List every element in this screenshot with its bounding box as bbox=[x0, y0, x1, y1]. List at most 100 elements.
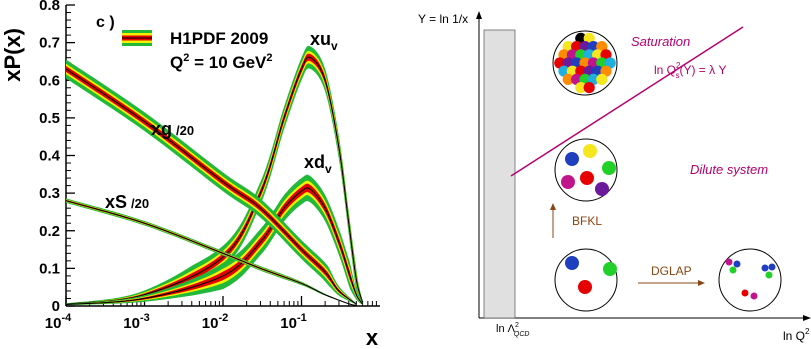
small-parton-1 bbox=[725, 258, 733, 266]
y-tick-label: 0.5 bbox=[39, 110, 60, 127]
x-tick-base: 10 bbox=[280, 315, 297, 332]
qs-label-sub: s bbox=[675, 71, 679, 80]
x-tick-base: 10 bbox=[202, 315, 219, 332]
parton-red bbox=[580, 171, 594, 185]
legend-q2-rest: = 10 GeV bbox=[189, 53, 267, 72]
dglap-label: DGLAP bbox=[651, 264, 692, 278]
x-tick-label: 10-2 bbox=[202, 312, 228, 332]
saturated-parton bbox=[583, 82, 595, 94]
dglap-disk-outline bbox=[718, 248, 782, 312]
diagram-y-label: Y = ln 1/x bbox=[418, 12, 468, 26]
saturation-label: Saturation bbox=[631, 34, 690, 49]
label-xuv-main: xu bbox=[310, 29, 331, 49]
lambda-qcd-main: ln Λ bbox=[496, 323, 516, 335]
label-xuv: xuv bbox=[310, 29, 338, 53]
y-tick-label: 0.4 bbox=[39, 148, 61, 165]
x-tick-exp: -3 bbox=[140, 312, 150, 324]
parton-green bbox=[602, 161, 616, 175]
x-tick-label: 10-3 bbox=[123, 312, 149, 332]
initial-disk bbox=[554, 248, 618, 312]
small-parton-7 bbox=[741, 289, 749, 297]
small-parton-2 bbox=[733, 260, 741, 268]
legend-title: H1PDF 2009 bbox=[170, 29, 268, 48]
y-tick-label: 0.3 bbox=[39, 185, 60, 202]
series-2-inner-band bbox=[66, 65, 357, 305]
label-xg-scale: /20 bbox=[176, 123, 194, 138]
parton-magenta bbox=[561, 175, 575, 189]
lambda-qcd-band bbox=[483, 29, 516, 319]
small-parton-3 bbox=[729, 266, 737, 274]
label-xg-main: xg bbox=[151, 119, 172, 139]
label-xuv-sub: v bbox=[331, 39, 338, 53]
saturated-parton bbox=[596, 73, 608, 85]
parton-yellow bbox=[583, 144, 597, 158]
label-xs: xS/20 bbox=[105, 192, 149, 212]
parton-green-2 bbox=[603, 262, 617, 276]
legend-q2-sup2: 2 bbox=[266, 52, 272, 64]
y-tick-label: 0.7 bbox=[39, 35, 60, 52]
diagram-x-arrowhead bbox=[803, 315, 811, 321]
x-tick-exp: -1 bbox=[297, 312, 307, 324]
series-2-central-line bbox=[65, 68, 357, 305]
dilute-label: Dilute system bbox=[690, 162, 768, 177]
legend-q2-sup: 2 bbox=[183, 52, 189, 64]
label-xg: xg/20 bbox=[151, 119, 194, 139]
y-tick-label: 0.1 bbox=[39, 260, 60, 277]
y-tick-label: 0.6 bbox=[39, 72, 60, 89]
legend-q2: Q2 = 10 GeV2 bbox=[170, 52, 273, 72]
diagram-y-arrowhead bbox=[476, 11, 482, 19]
series-0-central-line bbox=[65, 56, 364, 305]
x-tick-base: 10 bbox=[123, 315, 140, 332]
small-parton-4 bbox=[761, 264, 769, 272]
lambda-qcd-sup: 2 bbox=[515, 322, 519, 329]
label-xs-scale: /20 bbox=[131, 196, 149, 211]
qs-label-pre: ln Q bbox=[654, 63, 676, 77]
saturated-parton bbox=[575, 82, 587, 94]
parton-red-2 bbox=[578, 280, 592, 294]
legend: H1PDF 2009 Q2 = 10 GeV2 bbox=[122, 29, 273, 72]
y-tick-label: 0.8 bbox=[39, 0, 60, 14]
x-tick-exp: -4 bbox=[61, 312, 72, 324]
small-parton-5 bbox=[768, 263, 776, 271]
saturation-line bbox=[510, 26, 744, 177]
series-3-outer-band bbox=[66, 198, 357, 306]
x-tick-exp: -2 bbox=[218, 312, 228, 324]
x-tick-base: 10 bbox=[45, 315, 62, 332]
x-tick-label: 10-1 bbox=[280, 312, 306, 332]
bfkl-arrowhead bbox=[550, 203, 556, 210]
pdf-curves bbox=[65, 45, 364, 306]
legend-q2-q: Q bbox=[170, 53, 183, 72]
initial-disk-outline bbox=[554, 248, 618, 312]
series-3-central-line bbox=[65, 200, 357, 306]
y-tick-label: 0 bbox=[52, 298, 60, 315]
parton-blue-2 bbox=[565, 256, 579, 270]
dilute-disk bbox=[554, 138, 618, 202]
label-xdv-main: xd bbox=[304, 152, 325, 172]
parton-purple bbox=[595, 182, 609, 196]
saturation-diagram: Y = ln 1/x ln Q2 ln Λ2 QCD Saturation ln … bbox=[418, 11, 811, 343]
lambda-qcd-label: ln Λ2 QCD bbox=[496, 322, 529, 338]
x-tick-label: 10-4 bbox=[45, 312, 72, 332]
series-1-inner-band bbox=[66, 183, 363, 305]
saturated-partons bbox=[554, 32, 616, 94]
diagram-x-label: ln Q2 bbox=[783, 327, 810, 343]
series-1-central-line bbox=[65, 187, 364, 306]
dglap-arrowhead bbox=[698, 280, 705, 286]
x-axis-title: x bbox=[366, 325, 379, 349]
dglap-disk bbox=[718, 248, 782, 312]
x-ticks: 10-4 10-3 10-2 10-1 bbox=[45, 296, 377, 332]
y-ticks: 0 0.1 0.2 0.3 0.4 0.5 0.6 0.7 0.8 bbox=[39, 0, 75, 315]
pdf-chart: xP(x) 00.10.20.30.40.50.60.70.8 10-4 10-3… bbox=[0, 0, 380, 349]
small-parton-8 bbox=[750, 292, 758, 300]
label-xs-main: xS bbox=[105, 192, 127, 212]
lambda-qcd-sub: QCD bbox=[514, 331, 530, 338]
qs-label: ln Q2 s(Y) = λ Y bbox=[654, 61, 726, 80]
panel-tag: c ) bbox=[96, 14, 115, 31]
diagram-x-label-main: ln Q bbox=[783, 329, 805, 343]
parton-blue bbox=[565, 152, 579, 166]
label-xdv: xdv bbox=[304, 152, 332, 176]
bfkl-label: BFKL bbox=[572, 214, 602, 228]
small-parton-6 bbox=[765, 271, 773, 279]
diagram-x-label-sup: 2 bbox=[805, 327, 810, 336]
